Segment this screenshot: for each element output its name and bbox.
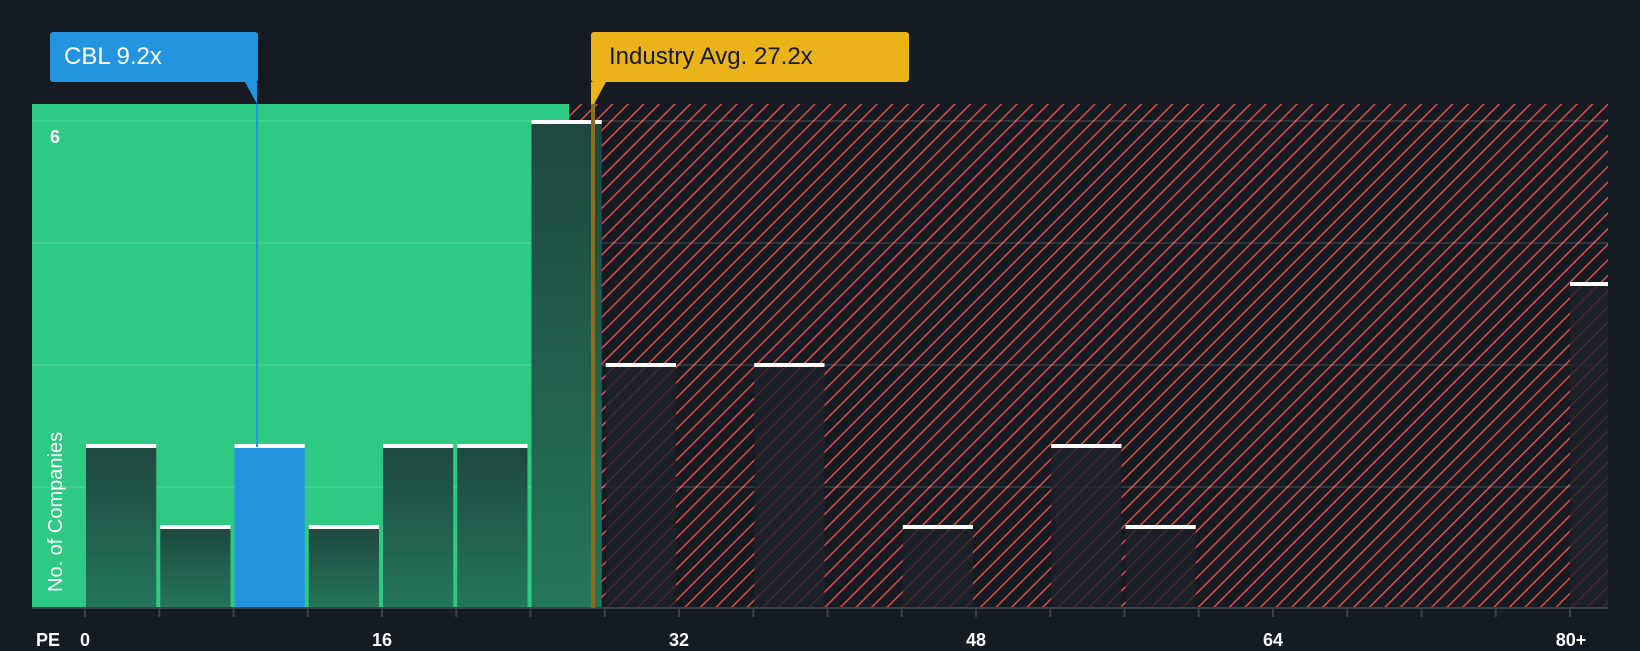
histogram-bar	[234, 446, 305, 608]
histogram-bar	[1125, 527, 1196, 608]
industry-tooltip-pointer	[591, 82, 606, 104]
histogram-bar	[902, 527, 973, 608]
bar-top-cap	[1125, 525, 1196, 529]
bar-top-cap	[234, 444, 305, 448]
histogram-bar	[1570, 284, 1608, 608]
x-axis-ticks	[84, 608, 1571, 617]
histogram-bar	[308, 527, 379, 608]
bar-top-cap	[605, 363, 676, 367]
bar-top-cap	[1570, 282, 1608, 286]
x-axis-title: PE	[36, 630, 61, 650]
bar-top-cap	[308, 525, 379, 529]
y-axis-title: No. of Companies	[45, 431, 67, 592]
x-tick-label: 32	[668, 630, 690, 650]
bar-top-cap	[160, 525, 231, 529]
x-tick-label: 16	[371, 630, 393, 650]
bar-top-cap	[531, 120, 602, 124]
bar-top-cap	[86, 444, 157, 448]
histogram-bar	[531, 122, 602, 608]
x-tick-label: 0	[79, 630, 90, 650]
bar-top-cap	[1051, 444, 1122, 448]
industry-avg-tooltip: Industry Avg. 27.2x	[591, 32, 909, 82]
bar-top-cap	[902, 525, 973, 529]
histogram-bar	[86, 446, 157, 608]
bar-top-cap	[457, 444, 528, 448]
x-tick-label: 80+	[1555, 630, 1587, 650]
histogram-bar	[1051, 446, 1122, 608]
histogram-bar	[383, 446, 454, 608]
y-axis-top-label: 6	[50, 127, 61, 147]
company-pe-tooltip: CBL 9.2x	[50, 32, 258, 82]
histogram-bar	[754, 365, 825, 608]
x-tick-label: 48	[965, 630, 987, 650]
company-tooltip-pointer	[245, 82, 257, 104]
histogram-bar	[605, 365, 676, 608]
histogram-bar	[160, 527, 231, 608]
histogram-bar	[457, 446, 528, 608]
bar-top-cap	[754, 363, 825, 367]
histogram-bars	[86, 120, 1608, 608]
x-tick-label: 64	[1262, 630, 1284, 650]
bar-top-cap	[383, 444, 454, 448]
